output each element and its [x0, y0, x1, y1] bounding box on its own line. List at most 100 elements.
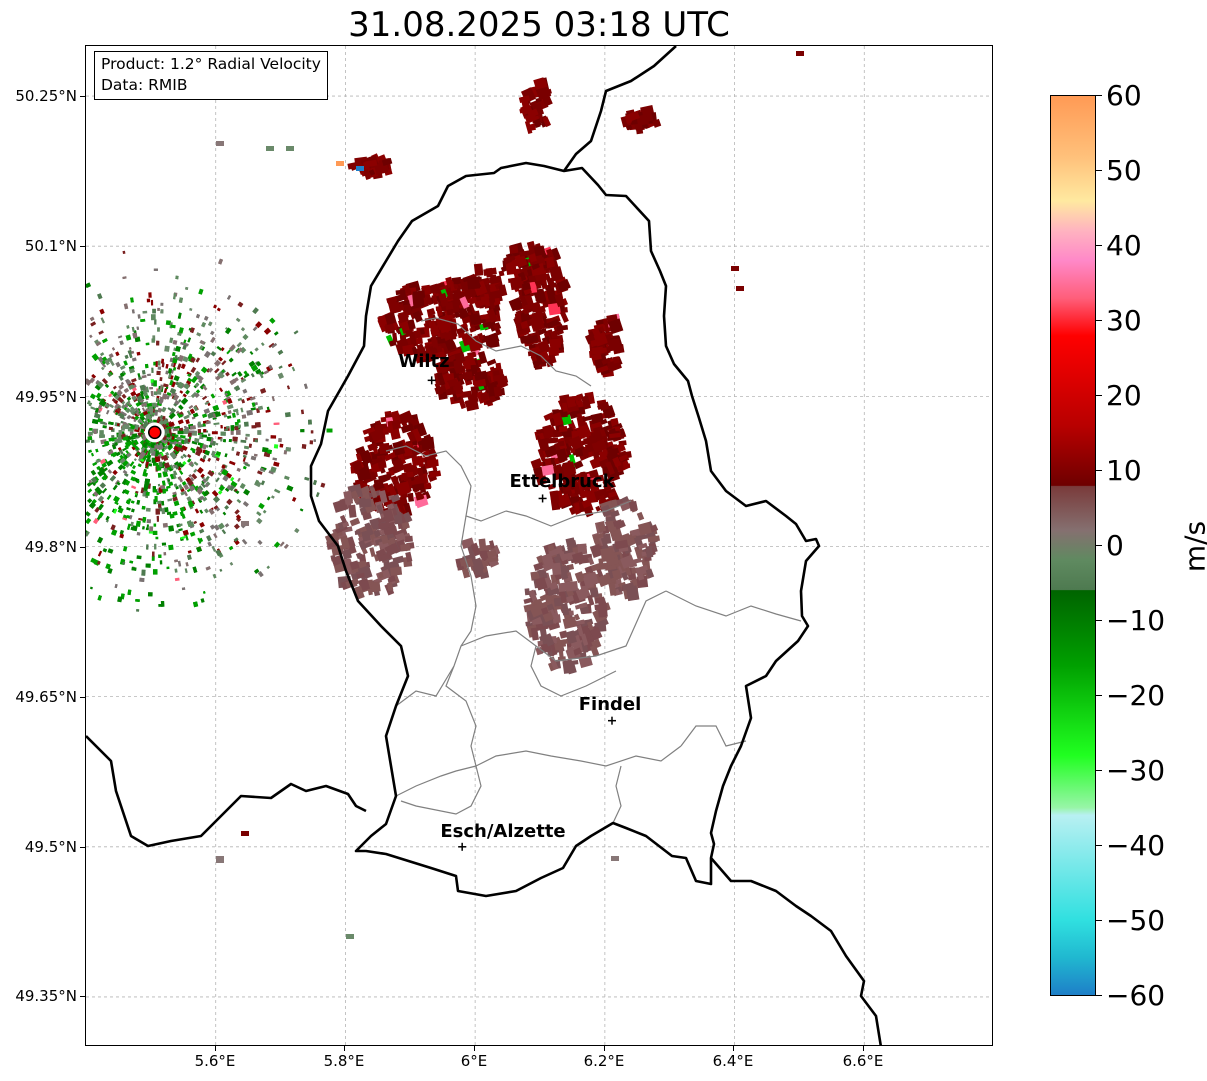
- clutter-cell: [171, 473, 177, 480]
- echo-cell: [522, 294, 535, 310]
- echo-cell: [378, 521, 390, 530]
- clutter-cell: [121, 393, 127, 399]
- colorbar-label: −60: [1106, 979, 1166, 1012]
- clutter-cell: [179, 413, 183, 418]
- echo-cell: [558, 440, 565, 447]
- echo-cell: [608, 582, 617, 596]
- clutter-cell: [273, 422, 280, 425]
- clutter-cell: [229, 485, 235, 492]
- echo-cell: [364, 522, 374, 536]
- echo-cell: [559, 565, 570, 574]
- clutter-cell: [219, 373, 225, 379]
- clutter-cell: [154, 319, 157, 325]
- clutter-cell: [255, 368, 262, 375]
- echo-cell: [216, 141, 224, 146]
- clutter-cell: [96, 488, 103, 496]
- clutter-cell: [197, 467, 204, 474]
- clutter-cell: [166, 392, 172, 396]
- clutter-cell: [211, 545, 217, 552]
- clutter-cell: [135, 598, 140, 602]
- colorbar-label: 30: [1106, 304, 1142, 337]
- clutter-cell: [277, 349, 284, 355]
- echo-cell: [397, 410, 414, 426]
- luxembourg-border: [309, 161, 821, 898]
- clutter-cell: [119, 340, 124, 346]
- clutter-cell: [130, 297, 134, 303]
- echo-cell: [537, 448, 546, 462]
- clutter-cell: [191, 473, 198, 480]
- echo-cell: [414, 491, 424, 501]
- echo-cell: [496, 375, 509, 385]
- clutter-cell: [161, 358, 165, 364]
- echo-cell: [558, 425, 568, 433]
- clutter-cell: [234, 426, 239, 431]
- clutter-cell: [187, 438, 191, 443]
- clutter-cell: [182, 461, 187, 466]
- echo-cell: [456, 375, 465, 386]
- echo-cell: [403, 542, 412, 552]
- canton-border: [612, 765, 622, 824]
- clutter-cell: [155, 361, 158, 367]
- canton-border: [395, 665, 455, 707]
- clutter-cell: [257, 405, 264, 411]
- colorbar-tick: [1096, 245, 1102, 246]
- clutter-cell: [96, 560, 101, 565]
- clutter-cell: [112, 385, 117, 390]
- echo-cell: [644, 107, 654, 122]
- echo-cell: [566, 396, 577, 408]
- canton-border: [395, 765, 477, 797]
- clutter-cell: [98, 330, 104, 335]
- clutter-cell: [177, 560, 182, 567]
- clutter-cell: [231, 446, 235, 451]
- clutter-cell: [177, 430, 184, 435]
- clutter-cell: [261, 447, 269, 453]
- echo-cell: [582, 448, 590, 459]
- echo-cell: [645, 568, 655, 579]
- clutter-cell: [234, 509, 240, 515]
- clutter-cell: [174, 425, 180, 430]
- clutter-cell: [310, 430, 314, 434]
- radar-map: [86, 46, 992, 1045]
- clutter-cell: [97, 470, 104, 477]
- clutter-cell: [201, 434, 207, 438]
- clutter-cell: [89, 316, 95, 322]
- clutter-cell: [145, 461, 149, 468]
- clutter-cell: [155, 536, 159, 540]
- echo-cell: [395, 289, 406, 296]
- clutter-cell: [177, 381, 185, 389]
- echo-cell: [576, 412, 585, 426]
- echo-cell: [533, 289, 546, 305]
- clutter-cell: [161, 418, 169, 426]
- clutter-cell: [228, 545, 234, 551]
- city-label-wiltz: Wiltz: [398, 351, 450, 372]
- clutter-cell: [161, 480, 166, 487]
- clutter-cell: [260, 342, 265, 347]
- echo-cell: [336, 161, 344, 166]
- clutter-cell: [252, 307, 259, 315]
- clutter-cell: [90, 476, 98, 484]
- echo-cell: [569, 659, 579, 666]
- clutter-cell: [173, 375, 180, 382]
- clutter-cell: [254, 439, 258, 443]
- clutter-cell: [208, 433, 211, 437]
- clutter-cell: [283, 449, 288, 455]
- clutter-cell: [109, 475, 117, 482]
- clutter-cell: [197, 375, 202, 380]
- echo-cell: [644, 556, 652, 562]
- colorbar-tick: [1096, 770, 1102, 771]
- clutter-cell: [174, 461, 179, 466]
- clutter-cell: [286, 485, 294, 492]
- clutter-cell: [177, 419, 184, 425]
- echo-cell: [349, 517, 361, 527]
- clutter-cell: [300, 429, 305, 433]
- echo-cell: [518, 95, 531, 103]
- echo-cell: [608, 474, 621, 483]
- clutter-cell: [95, 448, 99, 453]
- clutter-cell: [134, 445, 140, 451]
- clutter-cell: [131, 326, 135, 332]
- lon-tick: [344, 1046, 345, 1051]
- clutter-cell: [157, 500, 162, 505]
- canton-borders: [385, 317, 802, 824]
- clutter-cell: [171, 433, 176, 437]
- lon-tick-label: 5.6°E: [194, 1052, 236, 1070]
